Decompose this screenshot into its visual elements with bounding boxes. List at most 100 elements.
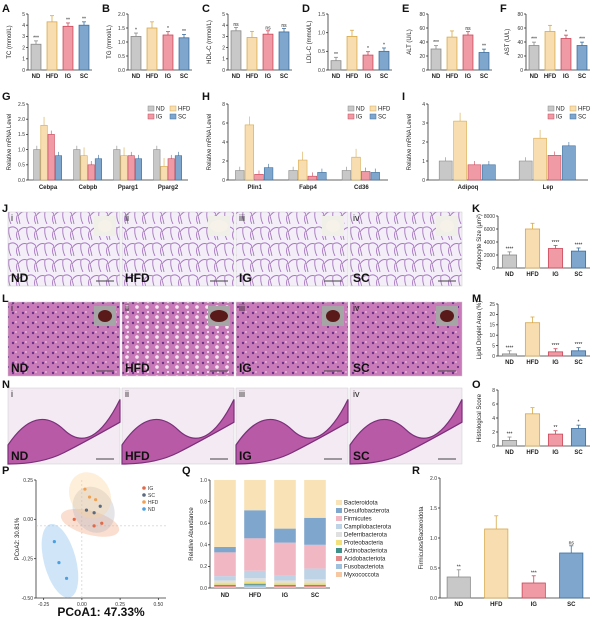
- y-tick-label: 0: [492, 354, 495, 360]
- stack-segment: [214, 480, 236, 547]
- significance-label: **: [334, 52, 338, 58]
- x-category-label: IG: [165, 74, 172, 80]
- y-tick-label: 6: [492, 402, 495, 408]
- stack-segment: [214, 546, 236, 553]
- x-category-label: ND: [232, 74, 241, 80]
- stack-segment: [214, 552, 236, 577]
- significance-label: ****: [575, 242, 583, 248]
- y-tick-label: 0: [492, 266, 495, 272]
- x-category-label: ND: [454, 602, 463, 608]
- y-tick-label: 2.0: [18, 117, 25, 123]
- x-category-label: SC: [574, 360, 583, 366]
- y-axis-title: PCoA2: 30.81%: [15, 517, 21, 560]
- image-group-label: IG: [239, 271, 252, 285]
- y-tick-label: 80: [517, 12, 523, 18]
- bar-hfd: [484, 528, 509, 599]
- bar-hfd: [533, 137, 547, 181]
- colon-tissue: [235, 399, 349, 465]
- legend-swatch: [147, 113, 155, 120]
- significance-label: *: [565, 30, 567, 36]
- stack-segment: [214, 586, 236, 588]
- stack-segment: [244, 584, 266, 586]
- bar-hfd: [524, 322, 541, 357]
- panel-label-h: H: [202, 91, 210, 103]
- significance-label: ****: [575, 342, 583, 348]
- x-category-label: HFD: [490, 602, 503, 608]
- significance-label: *: [135, 28, 137, 34]
- legend-swatch: [336, 532, 342, 537]
- x-category-label: SC: [578, 74, 587, 80]
- y-tick-label: 0.5: [430, 566, 437, 572]
- legend-marker: [142, 486, 146, 490]
- stack-segment: [244, 510, 266, 539]
- bar-nd: [235, 170, 245, 181]
- x-category-label: HFD: [446, 74, 459, 80]
- y-tick-label: 8: [492, 388, 495, 394]
- x-category-label: IG: [465, 74, 472, 80]
- organ-photo: [210, 220, 228, 232]
- y-axis-title: Relative mRNA Level: [7, 114, 13, 171]
- y-axis-title: LDL-C (mmol/L): [307, 21, 313, 64]
- bar-hfd: [40, 124, 48, 181]
- stack-segment: [304, 544, 326, 569]
- y-tick-label: 1.5: [430, 506, 437, 512]
- legend-label: Deferribacterota: [344, 533, 388, 539]
- bar-ig: [362, 54, 374, 71]
- bar-nd: [430, 48, 442, 71]
- significance-label: ns: [281, 23, 287, 29]
- y-tick-label: 3: [222, 34, 225, 40]
- x-category-label: ND: [32, 74, 41, 80]
- significance-label: *: [167, 26, 169, 32]
- y-tick-label: 0: [520, 68, 523, 74]
- x-category-label: SC: [311, 593, 320, 599]
- significance-label: **: [554, 425, 558, 431]
- image-group-label: SC: [353, 271, 370, 285]
- significance-label: **: [457, 564, 461, 570]
- scatter-point-nd: [64, 576, 69, 580]
- y-tick-label: 0.0: [118, 68, 125, 74]
- y-tick-label: 1.5: [118, 26, 125, 32]
- stack-segment: [304, 584, 326, 586]
- x-axis-title: PCoA1: 47.33%: [57, 605, 145, 619]
- y-tick-label: 0.5: [318, 49, 325, 55]
- chart-mrna-g: 0.0 0.5 1.0 1.5 2.0 2.5 Relative mRNA Level Ceb…: [7, 102, 191, 191]
- bar-hfd: [544, 31, 556, 71]
- stack-segment: [304, 579, 326, 583]
- y-tick-label: 2: [222, 45, 225, 51]
- significance-label: ***: [33, 35, 39, 41]
- chart-tg: 0.0 0.5 1.0 1.5 2.0 TG (mmol/L) * ND HFD * IG ** SC: [107, 12, 192, 80]
- x-category-label: IG: [531, 602, 538, 608]
- stack-segment: [214, 582, 236, 585]
- legend-swatch: [347, 113, 355, 120]
- bar-sc: [370, 172, 380, 181]
- panel-label-f: F: [500, 3, 507, 15]
- y-axis-title: Firmicutes/Bacteroidota: [419, 506, 425, 570]
- organ-photo: [210, 310, 228, 322]
- scatter-point-sc: [98, 504, 102, 508]
- legend-label: SC: [378, 115, 387, 121]
- x-category-label: IG: [265, 74, 272, 80]
- x-tick-label: 0.25: [115, 602, 125, 608]
- significance-label: **: [482, 44, 486, 50]
- x-category-label: HFD: [246, 74, 259, 80]
- y-tick-label: 0.0: [430, 596, 437, 602]
- stack-segment: [214, 587, 236, 588]
- bar-sc: [478, 52, 490, 71]
- image-group-label: SC: [353, 361, 370, 375]
- bar-hfd: [524, 413, 541, 447]
- stack-segment: [274, 480, 296, 529]
- stack-segment: [244, 583, 266, 585]
- bar-nd: [501, 439, 518, 447]
- x-category-label: ND: [432, 74, 441, 80]
- bar-nd: [130, 36, 142, 71]
- legend-label: Proteobacteria: [344, 541, 384, 547]
- bar-sc: [562, 145, 576, 181]
- bar-ig: [547, 248, 564, 269]
- panel-label-i: I: [402, 91, 405, 103]
- image-index-label: i: [11, 389, 13, 399]
- image-group-label: ND: [11, 361, 29, 375]
- scatter-point-nd: [52, 540, 56, 544]
- y-tick-label: 1: [422, 159, 425, 165]
- bar-hfd: [46, 21, 58, 71]
